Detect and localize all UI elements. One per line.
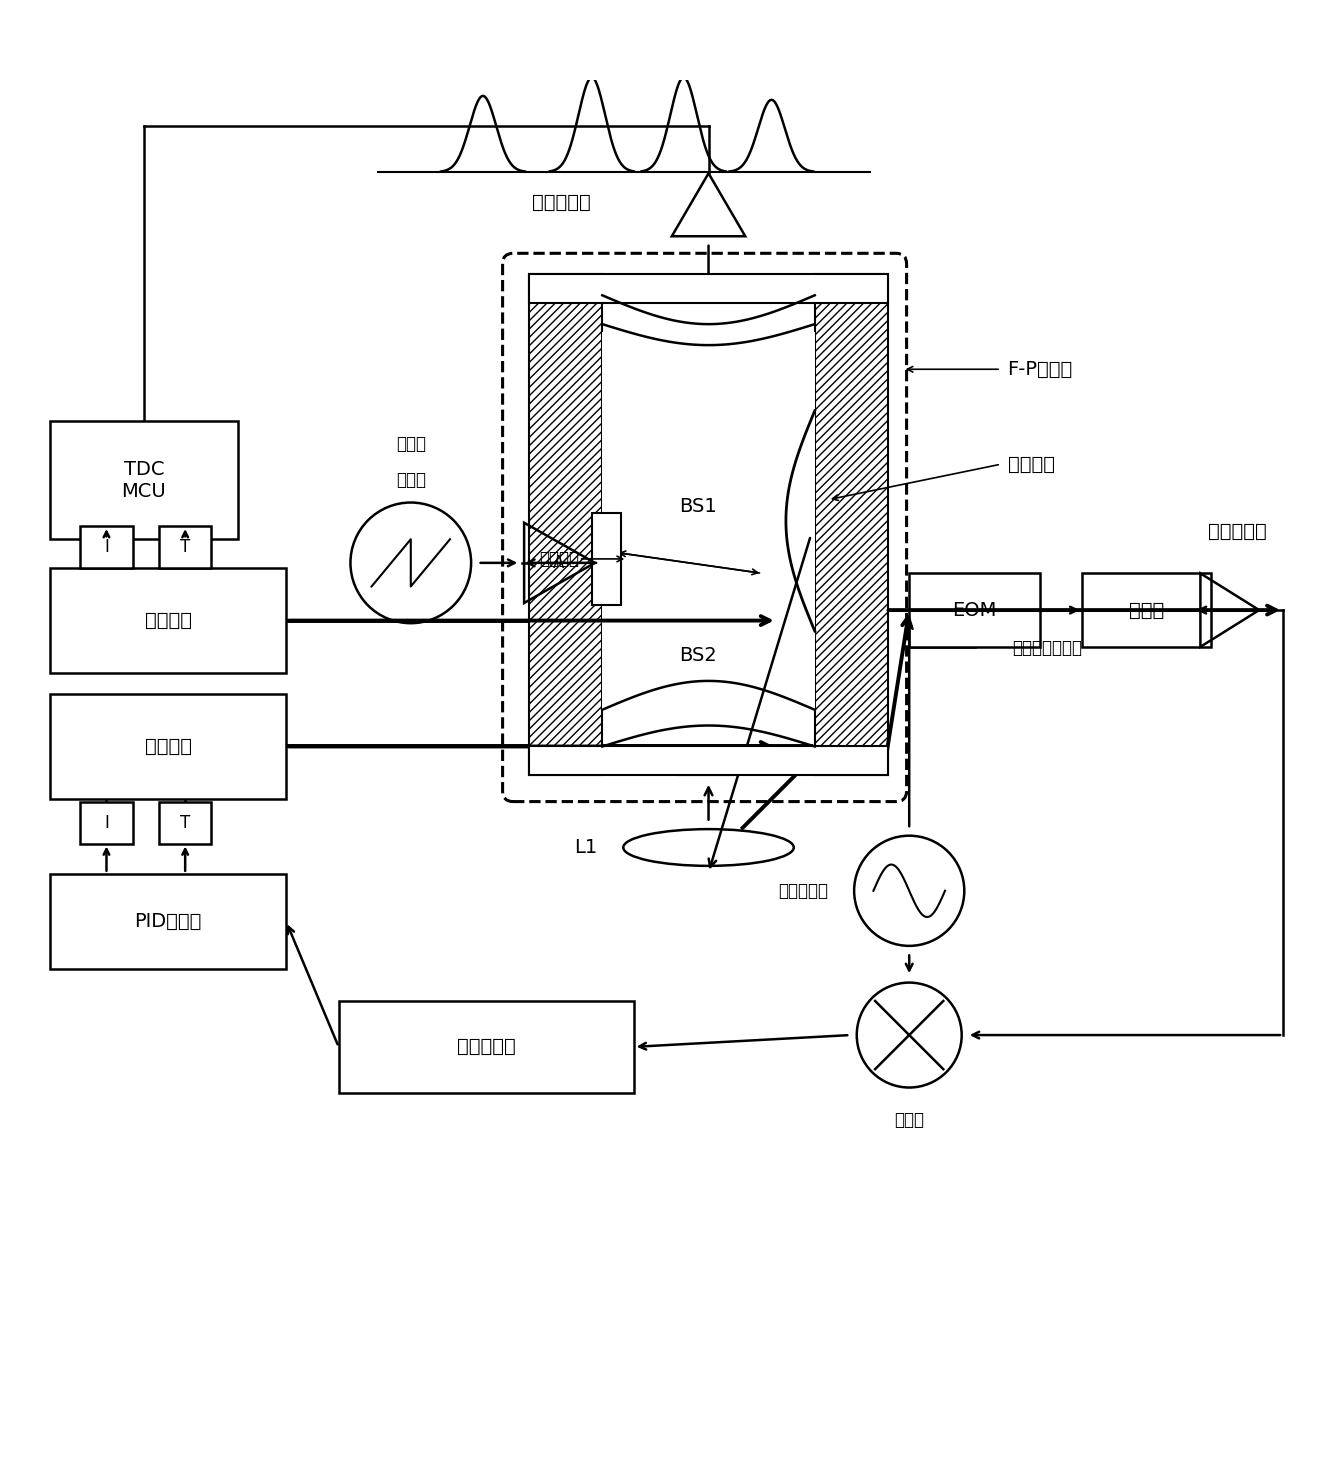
Text: A: A [553, 553, 565, 571]
Text: EOM: EOM [953, 601, 997, 620]
Text: 发生器: 发生器 [396, 434, 426, 453]
Text: PID控制器: PID控制器 [135, 913, 202, 932]
Text: TDC
MCU: TDC MCU [121, 459, 166, 500]
Bar [591, 514, 620, 605]
Bar [50, 568, 286, 673]
Text: 低通滤波器: 低通滤波器 [457, 1038, 516, 1057]
Bar [1082, 574, 1210, 646]
Bar [158, 802, 211, 843]
Bar [678, 757, 739, 776]
Text: T: T [180, 814, 190, 832]
Bar [50, 421, 238, 539]
Bar [529, 274, 602, 776]
Bar [158, 526, 211, 568]
Text: F-P干涉仪: F-P干涉仪 [1007, 359, 1073, 378]
Bar [50, 874, 286, 970]
Text: 气体池: 气体池 [1129, 601, 1164, 620]
Text: L1: L1 [574, 838, 597, 857]
Text: I: I [104, 539, 110, 556]
Bar [81, 526, 133, 568]
Text: 主激光器: 主激光器 [145, 737, 191, 757]
Text: I: I [104, 814, 110, 832]
Text: 光电探测器: 光电探测器 [532, 193, 590, 212]
Bar [50, 693, 286, 799]
Text: 压电陶瓷: 压电陶瓷 [539, 551, 578, 568]
Bar [81, 802, 133, 843]
Bar [529, 746, 888, 776]
Text: T: T [180, 539, 190, 556]
Text: 殊钓腾体: 殊钓腾体 [1007, 455, 1055, 474]
Text: 本地振荡器: 本地振荡器 [777, 882, 828, 899]
Bar [909, 574, 1040, 646]
Text: 光电探测器: 光电探测器 [1208, 521, 1266, 540]
Text: 锯齿波: 锯齿波 [396, 471, 426, 489]
Text: BS1: BS1 [678, 496, 717, 515]
Text: 从激光器: 从激光器 [145, 611, 191, 630]
Text: BS2: BS2 [678, 646, 717, 665]
Bar [339, 1001, 634, 1092]
Bar [529, 274, 888, 303]
Bar [814, 274, 888, 776]
Text: 混频器: 混频器 [894, 1111, 924, 1129]
Bar [602, 333, 814, 710]
Text: 被锁定激光输出: 被锁定激光输出 [1012, 639, 1082, 657]
Text: ←光阀: ←光阀 [746, 757, 785, 776]
